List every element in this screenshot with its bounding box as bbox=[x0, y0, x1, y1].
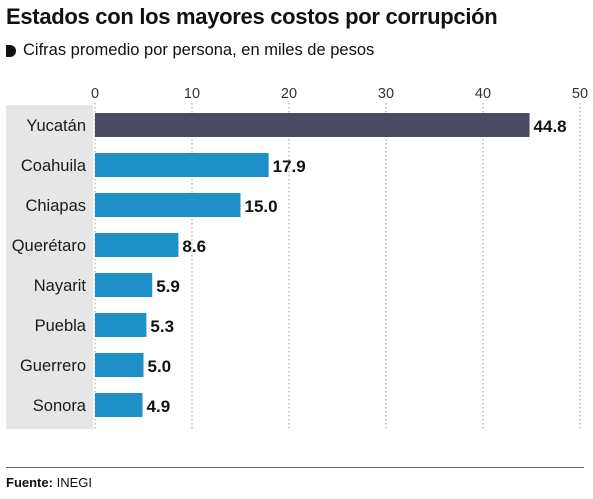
data-label: 5.9 bbox=[156, 277, 180, 296]
category-label: Puebla bbox=[35, 317, 87, 335]
category-label-band bbox=[6, 105, 93, 429]
category-label: Yucatán bbox=[26, 117, 86, 135]
data-label: 5.0 bbox=[148, 357, 172, 376]
category-label: Guerrero bbox=[20, 357, 86, 375]
source-value: INEGI bbox=[56, 475, 92, 490]
bar bbox=[95, 353, 144, 377]
chart-subtitle: Cifras promedio por persona, en miles de… bbox=[6, 41, 374, 60]
footer-divider bbox=[6, 467, 584, 468]
source-note: Fuente: INEGI bbox=[6, 475, 92, 490]
category-label: Chiapas bbox=[25, 197, 86, 215]
x-tick-label: 50 bbox=[572, 86, 588, 102]
bar-chart: 0 10 20 30 40 50 Yucatán 44.8 Coahuila 17.9 Chiapa… bbox=[6, 86, 588, 429]
x-tick-label: 10 bbox=[184, 86, 200, 102]
data-label: 17.9 bbox=[273, 157, 306, 176]
x-tick-label: 40 bbox=[475, 86, 491, 102]
data-label: 8.6 bbox=[182, 237, 206, 256]
subtitle-bullet-icon bbox=[6, 44, 16, 57]
bar bbox=[95, 273, 153, 297]
bar bbox=[95, 233, 179, 257]
bar bbox=[95, 193, 241, 217]
data-label: 15.0 bbox=[245, 197, 278, 216]
category-label: Nayarit bbox=[34, 277, 87, 295]
x-tick-label: 20 bbox=[281, 86, 297, 102]
x-tick-label: 0 bbox=[91, 86, 99, 102]
x-tick-label: 30 bbox=[378, 86, 394, 102]
bar bbox=[95, 113, 530, 137]
data-label: 44.8 bbox=[534, 117, 567, 136]
source-label: Fuente: bbox=[6, 475, 53, 490]
data-label: 5.3 bbox=[150, 317, 174, 336]
bar bbox=[95, 393, 143, 417]
bar bbox=[95, 153, 269, 177]
category-label: Querétaro bbox=[12, 237, 86, 255]
chart-subtitle-text: Cifras promedio por persona, en miles de… bbox=[23, 41, 375, 59]
category-label: Sonora bbox=[33, 397, 87, 415]
bar bbox=[95, 313, 147, 337]
chart-title: Estados con los mayores costos por corru… bbox=[6, 4, 498, 29]
data-label: 4.9 bbox=[147, 397, 171, 416]
category-label: Coahuila bbox=[21, 157, 87, 175]
